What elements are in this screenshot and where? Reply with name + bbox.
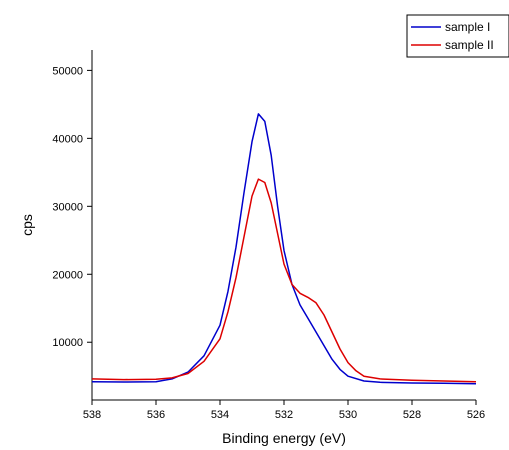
x-tick-label: 532 xyxy=(275,409,293,421)
series-layer xyxy=(91,113,477,385)
x-tick-label: 528 xyxy=(403,409,421,421)
x-tick-label: 538 xyxy=(83,409,101,421)
x-tick-label: 526 xyxy=(467,409,485,421)
x-ticks: 538 536 534 532 530 528 526 xyxy=(83,400,485,421)
x-tick-label: 536 xyxy=(147,409,165,421)
y-tick-label: 40000 xyxy=(52,133,83,145)
legend-box xyxy=(406,14,509,58)
y-tick-label: 30000 xyxy=(52,201,83,213)
legend: sample I sample II xyxy=(406,14,509,58)
x-tick-label: 534 xyxy=(211,409,229,421)
y-tick-label: 20000 xyxy=(52,269,83,281)
legend-label-sample-ii: sample II xyxy=(445,38,494,52)
y-tick-label: 50000 xyxy=(52,65,83,77)
series-line-sample-i xyxy=(91,113,477,385)
y-axis-title: cps xyxy=(19,214,35,236)
series-line-sample-ii xyxy=(91,178,477,383)
y-tick-label: 10000 xyxy=(52,337,83,349)
legend-label-sample-i: sample I xyxy=(445,20,490,34)
y-ticks: 10000 20000 30000 40000 50000 xyxy=(52,65,92,349)
x-tick-label: 530 xyxy=(339,409,357,421)
plot-frame xyxy=(91,50,476,401)
x-axis-title: Binding energy (eV) xyxy=(222,430,346,446)
